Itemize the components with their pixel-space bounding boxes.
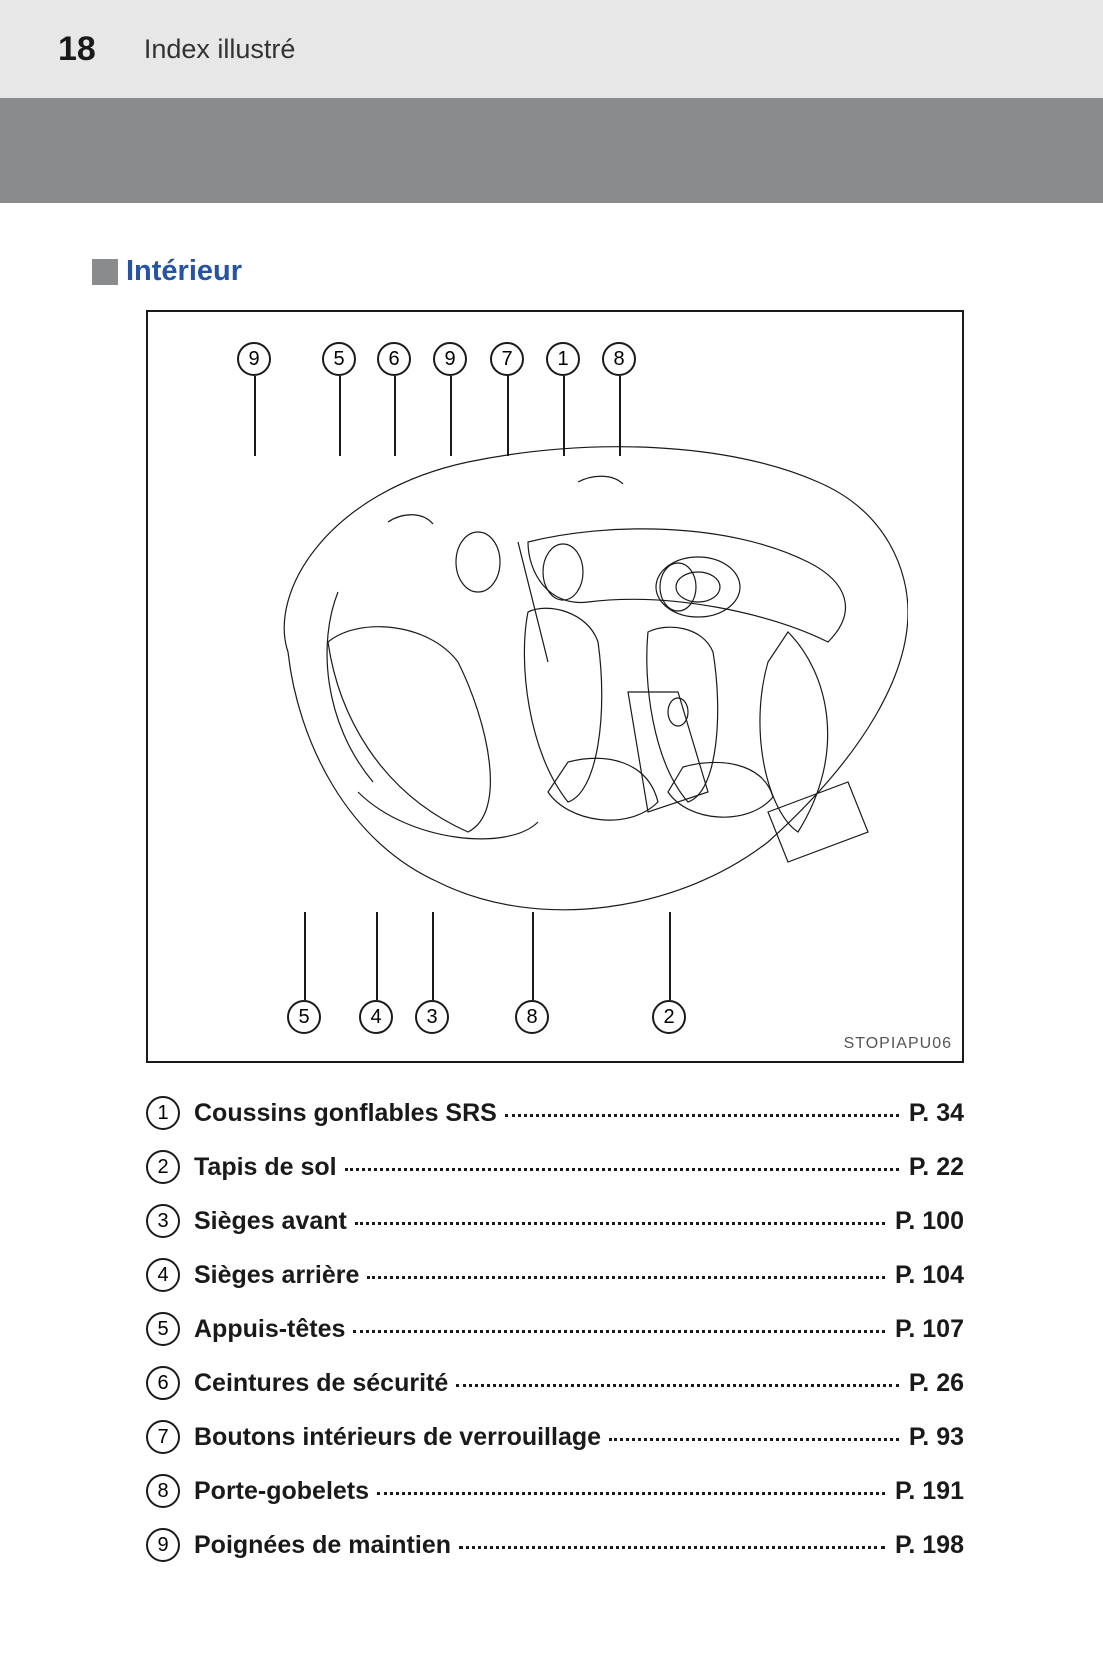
callout-circle: 5 — [322, 342, 356, 376]
diagram-box: 9569718 54382 STOPIAPU06 — [146, 310, 964, 1063]
leader-dots — [355, 1213, 885, 1225]
list-item: 7 Boutons intérieurs de verrouillage P. 93 — [146, 1418, 964, 1456]
list-number-circle: 7 — [146, 1420, 180, 1454]
leader-dots — [459, 1537, 885, 1549]
callout-circle: 2 — [652, 1000, 686, 1034]
callout-circle: 1 — [546, 342, 580, 376]
list-page-ref: P. 34 — [909, 1099, 964, 1128]
callout-line — [450, 376, 452, 456]
callout-line — [669, 912, 671, 1000]
list-page-ref: P. 100 — [895, 1207, 964, 1236]
list-page-ref: P. 104 — [895, 1261, 964, 1290]
callout-circle: 9 — [237, 342, 271, 376]
callout-circle: 9 — [433, 342, 467, 376]
leader-dots — [609, 1429, 899, 1441]
list-number-circle: 6 — [146, 1366, 180, 1400]
callout-circle: 8 — [515, 1000, 549, 1034]
list-item: 9 Poignées de maintien P. 198 — [146, 1526, 964, 1564]
leader-dots — [505, 1105, 899, 1117]
dark-band — [0, 98, 1103, 203]
callout-line — [563, 376, 565, 456]
section-title-row: Intérieur — [92, 255, 1103, 288]
callout-circle: 4 — [359, 1000, 393, 1034]
page: 18 Index illustré Intérieur — [0, 0, 1103, 1654]
list-item: 6 Ceintures de sécurité P. 26 — [146, 1364, 964, 1402]
list-page-ref: P. 107 — [895, 1315, 964, 1344]
leader-dots — [353, 1321, 885, 1333]
callout-line — [394, 376, 396, 456]
list-item: 4 Sièges arrière P. 104 — [146, 1256, 964, 1294]
list-page-ref: P. 198 — [895, 1531, 964, 1560]
leader-dots — [377, 1483, 885, 1495]
callout-circle: 6 — [377, 342, 411, 376]
list-label: Sièges avant — [194, 1207, 347, 1236]
index-list: 1 Coussins gonflables SRS P. 34 2 Tapis de s… — [146, 1094, 964, 1580]
list-number-circle: 3 — [146, 1204, 180, 1238]
list-label: Appuis-têtes — [194, 1315, 345, 1344]
list-number-circle: 8 — [146, 1474, 180, 1508]
list-label: Sièges arrière — [194, 1261, 359, 1290]
callout-circle: 7 — [490, 342, 524, 376]
callout-line — [254, 376, 256, 456]
callout-circle: 3 — [415, 1000, 449, 1034]
section-title: Intérieur — [126, 255, 242, 288]
leader-dots — [367, 1267, 885, 1279]
list-label: Poignées de maintien — [194, 1531, 451, 1560]
callout-line — [532, 912, 534, 1000]
list-label: Porte-gobelets — [194, 1477, 369, 1506]
header-bar: 18 Index illustré — [0, 0, 1103, 98]
callout-circle: 5 — [287, 1000, 321, 1034]
list-number-circle: 5 — [146, 1312, 180, 1346]
list-item: 1 Coussins gonflables SRS P. 34 — [146, 1094, 964, 1132]
list-item: 3 Sièges avant P. 100 — [146, 1202, 964, 1240]
list-label: Coussins gonflables SRS — [194, 1099, 497, 1128]
callout-line — [619, 376, 621, 456]
list-page-ref: P. 93 — [909, 1423, 964, 1452]
list-item: 2 Tapis de sol P. 22 — [146, 1148, 964, 1186]
list-item: 5 Appuis-têtes P. 107 — [146, 1310, 964, 1348]
leader-dots — [345, 1159, 899, 1171]
list-number-circle: 2 — [146, 1150, 180, 1184]
title-square-icon — [92, 259, 118, 285]
list-label: Ceintures de sécurité — [194, 1369, 448, 1398]
list-page-ref: P. 26 — [909, 1369, 964, 1398]
diagram-code: STOPIAPU06 — [844, 1035, 952, 1053]
callout-line — [304, 912, 306, 1000]
list-number-circle: 9 — [146, 1528, 180, 1562]
list-label: Tapis de sol — [194, 1153, 337, 1182]
list-item: 8 Porte-gobelets P. 191 — [146, 1472, 964, 1510]
leader-dots — [456, 1375, 899, 1387]
header-title: Index illustré — [144, 34, 296, 65]
callout-circle: 8 — [602, 342, 636, 376]
list-page-ref: P. 191 — [895, 1477, 964, 1506]
car-interior-illustration — [208, 412, 908, 932]
callout-line — [376, 912, 378, 1000]
list-number-circle: 4 — [146, 1258, 180, 1292]
list-label: Boutons intérieurs de verrouillage — [194, 1423, 601, 1452]
list-number-circle: 1 — [146, 1096, 180, 1130]
callout-line — [339, 376, 341, 456]
callout-line — [507, 376, 509, 456]
page-number: 18 — [58, 30, 96, 69]
list-page-ref: P. 22 — [909, 1153, 964, 1182]
callout-line — [432, 912, 434, 1000]
